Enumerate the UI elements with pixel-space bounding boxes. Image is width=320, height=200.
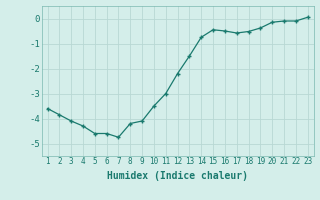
X-axis label: Humidex (Indice chaleur): Humidex (Indice chaleur) <box>107 171 248 181</box>
